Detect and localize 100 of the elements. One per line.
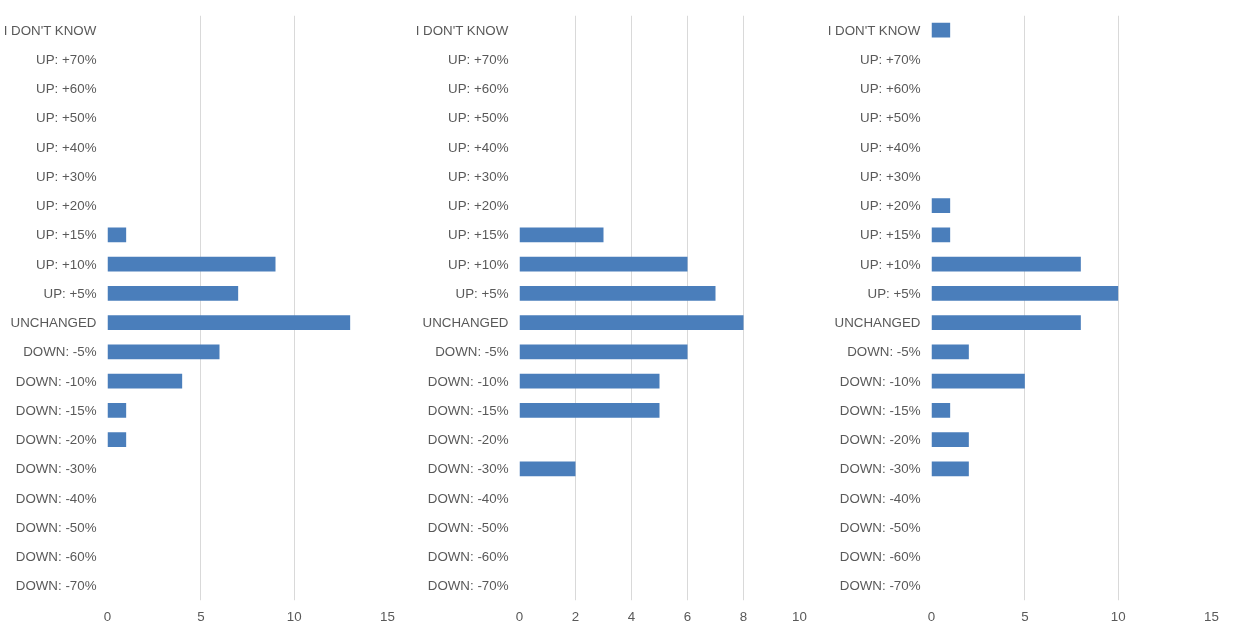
y-tick-label: UP: +20% (860, 198, 921, 214)
y-tick-label: I DON'T KNOW (415, 22, 509, 38)
bar (931, 198, 951, 213)
x-tick-label: 8 (739, 608, 748, 624)
y-tick-label: DOWN: -20% (839, 432, 921, 448)
y-tick-label: DOWN: -30% (427, 461, 509, 477)
bar (931, 432, 969, 447)
y-tick-label: DOWN: -15% (427, 402, 509, 418)
y-tick-label: UP: +5% (867, 285, 921, 301)
y-tick-label: UP: +70% (448, 51, 509, 67)
bar (519, 373, 660, 389)
y-tick-label: DOWN: -50% (15, 519, 97, 535)
bar (107, 403, 127, 418)
bar (107, 227, 127, 243)
y-tick-label: DOWN: -10% (427, 373, 509, 389)
y-tick-label: UP: +20% (448, 198, 509, 214)
y-tick-label: DOWN: -5% (435, 344, 509, 360)
bar (931, 373, 1025, 389)
x-tick-label: 15 (380, 608, 395, 624)
y-tick-label: DOWN: -60% (839, 549, 921, 565)
y-tick-label: DOWN: -40% (427, 490, 509, 506)
x-tick-label: 0 (927, 608, 936, 624)
y-tick-label: DOWN: -10% (15, 373, 97, 389)
y-tick-label: UP: +15% (860, 227, 921, 243)
y-tick-label: UP: +10% (36, 256, 97, 272)
bar (931, 286, 1119, 301)
bar (931, 227, 951, 243)
y-tick-label: UNCHANGED (10, 315, 97, 331)
y-tick-label: UP: +20% (36, 198, 97, 214)
bar (519, 227, 604, 243)
bar (107, 315, 351, 330)
y-tick-label: UP: +40% (36, 139, 97, 155)
x-tick-label: 10 (286, 608, 302, 624)
y-tick-label: DOWN: -5% (847, 344, 921, 360)
bar (931, 403, 951, 418)
y-tick-label: UP: +60% (36, 81, 97, 97)
y-tick-label: UP: +30% (448, 168, 509, 184)
y-tick-label: UP: +30% (860, 168, 921, 184)
x-tick-label: 15 (1204, 608, 1219, 624)
x-tick-label: 10 (792, 608, 807, 624)
y-tick-label: UP: +40% (860, 139, 921, 155)
y-tick-label: UP: +10% (448, 256, 509, 272)
y-tick-label: UP: +15% (448, 227, 509, 243)
y-tick-label: DOWN: -20% (427, 432, 509, 448)
bar (107, 286, 239, 301)
y-tick-label: I DON'T KNOW (827, 22, 921, 38)
y-tick-label: UP: +10% (860, 256, 921, 272)
x-tick-label: 0 (515, 608, 524, 624)
bar (107, 344, 220, 360)
bar (931, 461, 969, 477)
bar (107, 256, 276, 272)
bar (519, 315, 744, 330)
y-tick-label: DOWN: -60% (15, 549, 97, 565)
y-tick-label: UNCHANGED (834, 315, 921, 331)
y-tick-label: UP: +5% (455, 285, 509, 301)
y-tick-label: DOWN: -20% (15, 432, 97, 448)
bar (107, 432, 127, 447)
y-tick-label: UP: +70% (36, 51, 97, 67)
x-tick-label: 10 (1110, 608, 1126, 624)
y-tick-label: DOWN: -50% (839, 519, 921, 535)
y-tick-label: UP: +15% (36, 227, 97, 243)
bar (931, 344, 969, 360)
y-tick-label: UP: +60% (448, 81, 509, 97)
y-tick-label: DOWN: -60% (427, 549, 509, 565)
y-tick-label: UP: +30% (36, 168, 97, 184)
y-tick-label: UP: +50% (860, 110, 921, 126)
y-tick-label: UNCHANGED (422, 315, 509, 331)
x-tick-label: 5 (1021, 608, 1029, 624)
y-tick-label: DOWN: -70% (15, 578, 97, 594)
y-tick-label: UP: +40% (448, 139, 509, 155)
y-tick-label: DOWN: -15% (15, 402, 97, 418)
bar (519, 286, 716, 301)
y-tick-label: DOWN: -30% (15, 461, 97, 477)
y-tick-label: UP: +50% (36, 110, 97, 126)
y-tick-label: UP: +70% (860, 51, 921, 67)
y-tick-label: DOWN: -40% (15, 490, 97, 506)
x-tick-label: 2 (571, 608, 580, 624)
y-tick-label: UP: +5% (43, 285, 97, 301)
x-tick-label: 4 (627, 608, 636, 624)
x-tick-label: 0 (103, 608, 112, 624)
bar (519, 256, 688, 272)
y-tick-label: DOWN: -30% (839, 461, 921, 477)
bar (107, 373, 183, 389)
bar (931, 315, 1081, 330)
y-tick-label: DOWN: -50% (427, 519, 509, 535)
bar (519, 344, 688, 360)
bar (931, 22, 951, 38)
y-tick-label: DOWN: -15% (839, 402, 921, 418)
y-tick-label: DOWN: -5% (23, 344, 97, 360)
y-tick-label: I DON'T KNOW (3, 22, 97, 38)
bar (931, 256, 1081, 272)
y-tick-label: UP: +60% (860, 81, 921, 97)
y-tick-label: DOWN: -70% (427, 578, 509, 594)
y-tick-label: DOWN: -40% (839, 490, 921, 506)
bar (519, 461, 576, 477)
x-tick-label: 6 (683, 608, 692, 624)
x-tick-label: 5 (197, 608, 205, 624)
y-tick-label: UP: +50% (448, 110, 509, 126)
bar (519, 403, 660, 418)
y-tick-label: DOWN: -10% (839, 373, 921, 389)
